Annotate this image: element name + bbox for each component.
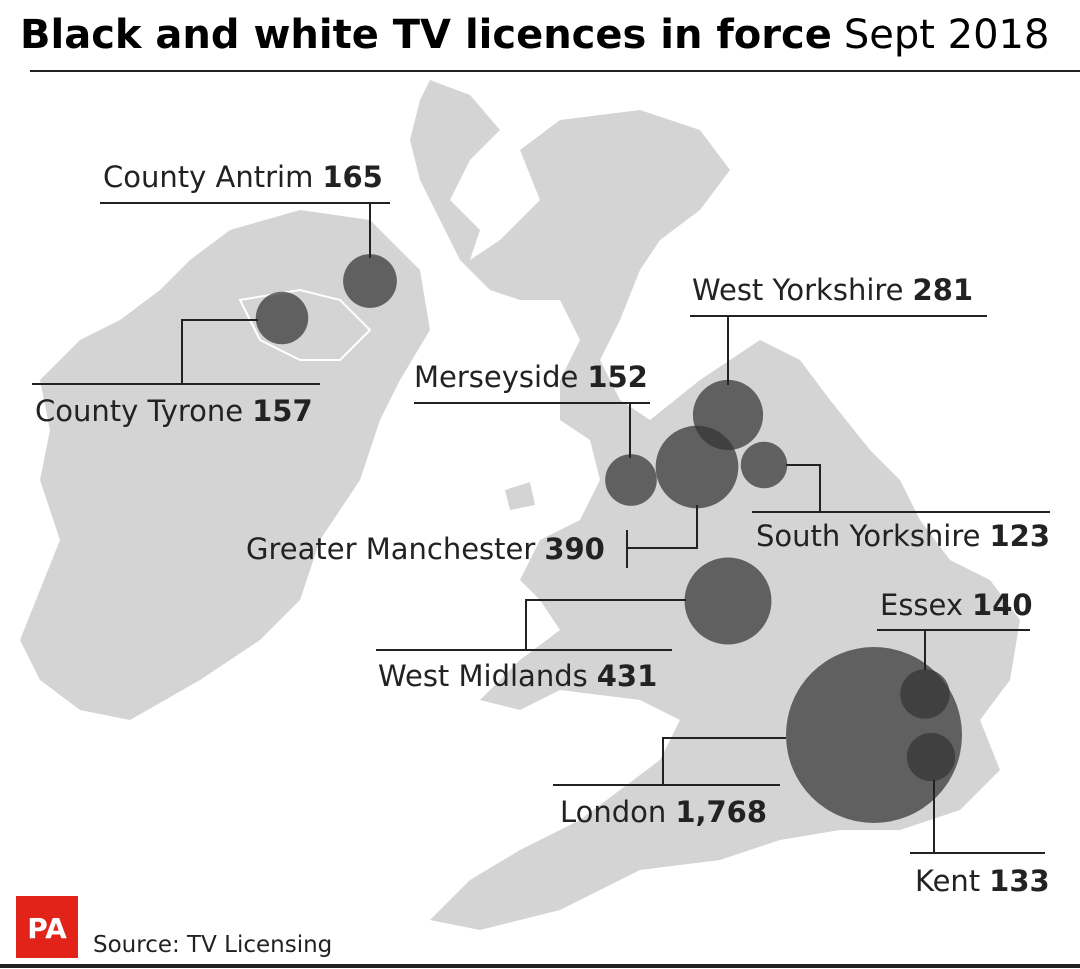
region-value: 1,768 <box>675 795 767 829</box>
region-label: London 1,768 <box>560 795 767 829</box>
region-value: 123 <box>990 519 1051 553</box>
region-name: County Tyrone <box>35 394 243 428</box>
ireland <box>20 210 430 720</box>
region-name: West Yorkshire <box>692 273 904 307</box>
region-label: County Tyrone 157 <box>35 394 313 428</box>
bubble <box>343 254 397 308</box>
bubble <box>900 669 950 719</box>
leader-line <box>786 464 821 512</box>
region-label: Kent 133 <box>915 864 1050 898</box>
anglesey <box>505 482 535 510</box>
subtitle: Sept 2018 <box>844 12 1050 58</box>
region-name: Greater Manchester <box>246 532 535 566</box>
border <box>238 288 372 361</box>
region-label: Essex 140 <box>880 588 1033 622</box>
leader-line <box>662 737 786 785</box>
region-label: County Antrim 165 <box>103 160 383 194</box>
region-value: 431 <box>597 659 658 693</box>
leader-line <box>181 319 258 384</box>
region-name: Essex <box>880 588 963 622</box>
bubble <box>255 291 309 345</box>
bubble <box>692 379 764 451</box>
region-value: 281 <box>913 273 974 307</box>
region-name: London <box>560 795 666 829</box>
bubble <box>684 557 772 645</box>
regions: County Antrim 165 County Tyrone 157 West Yor… <box>32 160 1050 898</box>
region-value: 165 <box>322 160 383 194</box>
region-label: Merseyside 152 <box>414 360 648 394</box>
region-label: West Midlands 431 <box>378 659 657 693</box>
leader-line <box>525 599 686 650</box>
bubble <box>740 441 788 489</box>
region-label: South Yorkshire 123 <box>756 519 1050 553</box>
region-value: 152 <box>587 360 648 394</box>
source: Source: TV Licensing <box>93 932 332 958</box>
region-value: 133 <box>989 864 1050 898</box>
region-name: Merseyside <box>414 360 578 394</box>
region-value: 390 <box>544 532 605 566</box>
bubble <box>906 732 956 782</box>
region-name: West Midlands <box>378 659 588 693</box>
region-value: 157 <box>252 394 313 428</box>
title-text: Black and white TV licences in force <box>20 12 832 58</box>
title: Black and white TV licences in force Sept… <box>20 12 1049 58</box>
region-name: South Yorkshire <box>756 519 981 553</box>
region-name: County Antrim <box>103 160 313 194</box>
bubble <box>605 454 657 506</box>
region-label: West Yorkshire 281 <box>692 273 973 307</box>
logo-box <box>16 896 78 958</box>
region-label: Greater Manchester 390 <box>246 532 605 566</box>
region-value: 140 <box>972 588 1033 622</box>
region-name: Kent <box>915 864 980 898</box>
leader-line <box>627 505 698 549</box>
logo: PA <box>27 912 67 945</box>
